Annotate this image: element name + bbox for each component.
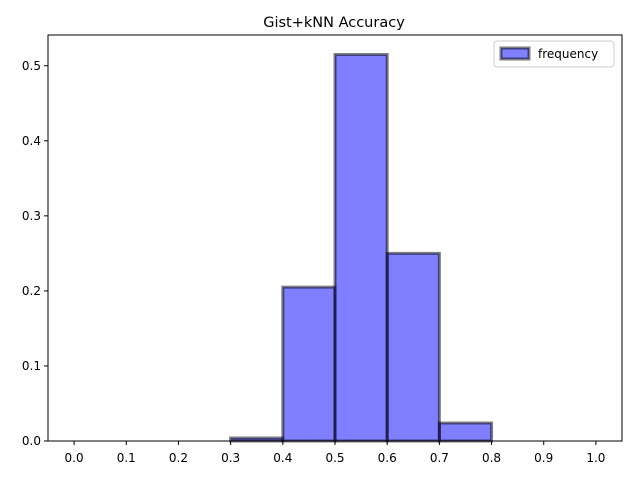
x-tick-label: 0.1 [117, 451, 136, 465]
bars-group [229, 53, 494, 443]
x-tick-label: 0.0 [65, 451, 84, 465]
x-tick-label: 0.9 [534, 451, 553, 465]
y-tick-label: 0.1 [22, 359, 41, 373]
histogram-bar [437, 421, 494, 443]
x-tick-label: 0.5 [325, 451, 344, 465]
y-axis-ticks: 0.0 0.1 0.2 0.3 0.4 0.5 [22, 59, 48, 448]
y-tick-label: 0.0 [22, 434, 41, 448]
legend: frequency [493, 40, 615, 68]
x-tick-label: 0.7 [430, 451, 449, 465]
x-tick-label: 0.3 [221, 451, 240, 465]
x-tick-label: 0.2 [169, 451, 188, 465]
x-tick-label: 0.4 [273, 451, 292, 465]
y-tick-label: 0.2 [22, 284, 41, 298]
histogram-bar [385, 251, 441, 443]
legend-label: frequency [538, 47, 598, 61]
y-tick-label: 0.4 [22, 134, 41, 148]
y-tick-label: 0.5 [22, 59, 41, 73]
x-tick-label: 0.6 [378, 451, 397, 465]
x-axis-ticks: 0.0 0.1 0.2 0.3 0.4 0.5 0.6 0.7 0.8 0.9 1.0 [65, 441, 605, 465]
x-tick-label: 1.0 [586, 451, 605, 465]
y-tick-label: 0.3 [22, 209, 41, 223]
legend-swatch [499, 46, 531, 61]
x-tick-label: 0.8 [482, 451, 501, 465]
histogram-bar [281, 285, 337, 443]
chart-title: Gist+kNN Accuracy [263, 15, 405, 31]
histogram-bar [333, 53, 389, 443]
